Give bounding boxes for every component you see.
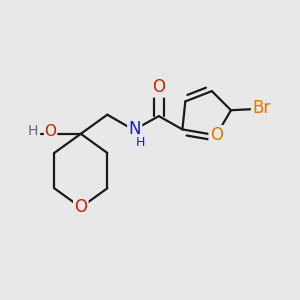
Text: N: N bbox=[128, 119, 141, 137]
Text: O: O bbox=[74, 198, 87, 216]
Text: O: O bbox=[210, 126, 223, 144]
Text: Br: Br bbox=[252, 99, 270, 117]
Text: O: O bbox=[152, 78, 165, 96]
Text: H: H bbox=[27, 124, 38, 138]
Text: O: O bbox=[45, 124, 57, 139]
Text: H: H bbox=[136, 136, 145, 149]
